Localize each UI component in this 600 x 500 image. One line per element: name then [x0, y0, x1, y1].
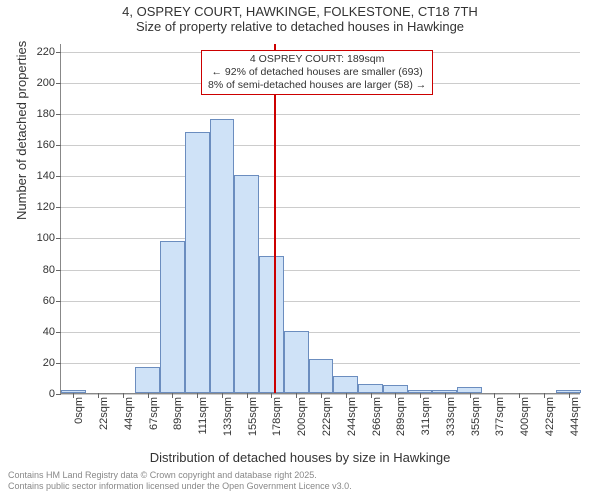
- x-axis-label: Distribution of detached houses by size …: [0, 450, 600, 465]
- x-tick-label: 289sqm: [395, 397, 407, 436]
- x-tick-label: 178sqm: [271, 397, 283, 436]
- histogram-bar: [309, 359, 334, 393]
- annotation-box: 4 OSPREY COURT: 189sqm← 92% of detached …: [201, 50, 433, 95]
- footer-line2: Contains public sector information licen…: [8, 481, 352, 492]
- gridline: [61, 207, 580, 208]
- x-tick-label: 67sqm: [148, 397, 160, 430]
- y-axis-label: Number of detached properties: [14, 41, 29, 220]
- property-marker-line: [274, 44, 276, 393]
- y-tick-label: 20: [43, 357, 55, 369]
- x-tick-label: 155sqm: [247, 397, 259, 436]
- gridline: [61, 114, 580, 115]
- y-tick-label: 180: [37, 108, 55, 120]
- y-tick-label: 120: [37, 201, 55, 213]
- histogram-bar: [185, 132, 210, 393]
- x-tick-label: 377sqm: [494, 397, 506, 436]
- x-tick-label: 0sqm: [73, 397, 85, 424]
- y-tick-label: 0: [49, 388, 55, 400]
- histogram-bar: [358, 384, 383, 393]
- histogram-bar: [333, 376, 358, 393]
- footer-line1: Contains HM Land Registry data © Crown c…: [8, 470, 352, 481]
- histogram-bar: [383, 385, 408, 393]
- x-tick-label: 355sqm: [470, 397, 482, 436]
- histogram-bar: [135, 367, 160, 393]
- gridline: [61, 176, 580, 177]
- histogram-bar: [259, 256, 284, 393]
- x-tick-label: 200sqm: [296, 397, 308, 436]
- histogram-bar: [234, 175, 259, 393]
- chart-title: 4, OSPREY COURT, HAWKINGE, FOLKESTONE, C…: [0, 0, 600, 34]
- y-tick-label: 80: [43, 264, 55, 276]
- x-tick-label: 111sqm: [197, 397, 209, 435]
- annotation-line3: 8% of semi-detached houses are larger (5…: [208, 79, 426, 92]
- gridline: [61, 332, 580, 333]
- gridline: [61, 270, 580, 271]
- x-tick-label: 22sqm: [98, 397, 110, 430]
- x-tick-label: 400sqm: [519, 397, 531, 436]
- title-line2: Size of property relative to detached ho…: [0, 19, 600, 34]
- y-tick-label: 140: [37, 170, 55, 182]
- y-tick-label: 40: [43, 326, 55, 338]
- histogram-bar: [284, 331, 309, 393]
- y-tick-label: 100: [37, 232, 55, 244]
- gridline: [61, 145, 580, 146]
- x-tick-label: 222sqm: [321, 397, 333, 436]
- annotation-line2: ← 92% of detached houses are smaller (69…: [208, 66, 426, 79]
- annotation-line1: 4 OSPREY COURT: 189sqm: [208, 53, 426, 66]
- x-tick-label: 133sqm: [222, 397, 234, 436]
- x-tick-label: 422sqm: [544, 397, 556, 436]
- title-line1: 4, OSPREY COURT, HAWKINGE, FOLKESTONE, C…: [0, 4, 600, 19]
- y-tick-label: 60: [43, 295, 55, 307]
- histogram-bar: [160, 241, 185, 393]
- y-tick-label: 220: [37, 46, 55, 58]
- x-tick-label: 444sqm: [569, 397, 581, 436]
- gridline: [61, 301, 580, 302]
- x-tick-label: 89sqm: [172, 397, 184, 430]
- x-tick-label: 44sqm: [123, 397, 135, 430]
- histogram-plot: 0204060801001201401601802002200sqm22sqm4…: [60, 44, 580, 394]
- footer-attribution: Contains HM Land Registry data © Crown c…: [8, 470, 352, 492]
- x-tick-label: 333sqm: [445, 397, 457, 436]
- y-tick-label: 200: [37, 77, 55, 89]
- histogram-bar: [210, 119, 235, 393]
- x-tick-label: 311sqm: [420, 397, 432, 435]
- x-tick-label: 244sqm: [346, 397, 358, 436]
- x-tick-label: 266sqm: [371, 397, 383, 436]
- y-tick-label: 160: [37, 139, 55, 151]
- gridline: [61, 238, 580, 239]
